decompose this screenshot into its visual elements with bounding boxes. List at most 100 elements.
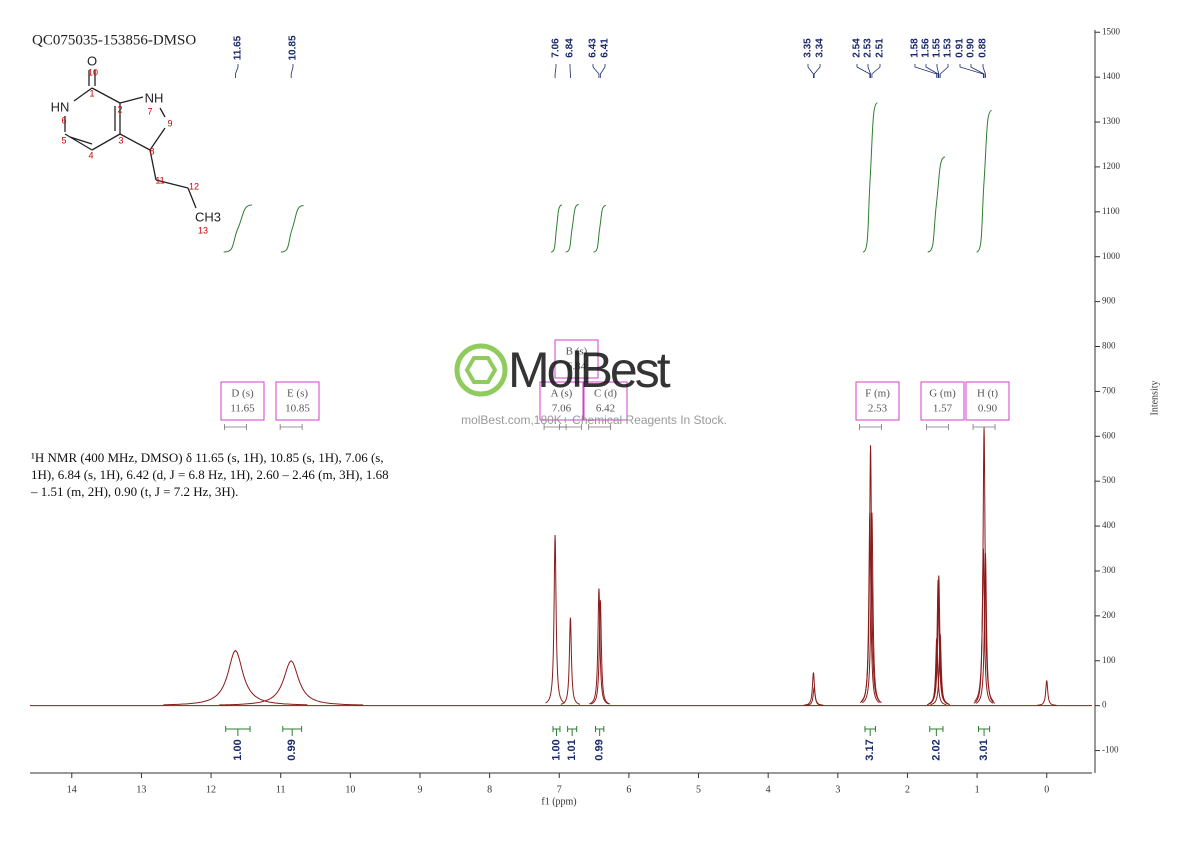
multiplet-shift: 6.84 (567, 361, 587, 373)
x-tick-label: 3 (835, 784, 840, 795)
integral-bracket (282, 726, 303, 736)
y-tick-label: 1100 (1102, 206, 1120, 216)
peak (163, 649, 308, 706)
y-axis-label: Intensity (1149, 381, 1160, 416)
peak-label: 1.55 (932, 38, 943, 58)
peak (975, 552, 996, 704)
y-tick-label: 1300 (1102, 116, 1121, 126)
peak-pointer (554, 64, 557, 78)
x-tick-label: 8 (487, 784, 492, 795)
atom-label: NH (145, 90, 164, 105)
peak-label: 6.41 (600, 38, 611, 58)
multiplet-shift: 10.85 (285, 403, 310, 415)
atom-label: CH3 (195, 209, 221, 224)
multiplet-range (224, 424, 247, 430)
multiplet-box (583, 381, 628, 421)
multiplet-shift: 0.90 (978, 403, 998, 415)
x-tick-label: 0 (1044, 784, 1049, 795)
peak-pointer (867, 64, 871, 78)
x-tick-label: 10 (345, 784, 355, 795)
y-tick-label: 600 (1102, 430, 1116, 440)
multiplet-name: F (m) (865, 388, 890, 400)
atom-label: 5 (61, 135, 66, 145)
integral-label: 1.01 (566, 739, 578, 760)
nmr-description: ¹H NMR (400 MHz, DMSO) δ 11.65 (s, 1H), … (31, 450, 389, 499)
y-tick-label: 100 (1102, 655, 1116, 665)
integral-label: 2.02 (930, 739, 942, 760)
peak-pointer (959, 64, 984, 78)
integral-label: 1.00 (550, 739, 562, 760)
multiplet-box (539, 381, 584, 421)
integral-curve (927, 156, 946, 253)
peak-pointer (936, 64, 940, 78)
multiplet-box (275, 381, 320, 421)
multiplet-box (220, 381, 265, 421)
x-tick-label: 6 (626, 784, 631, 795)
multiplet-range (926, 424, 949, 430)
x-tick-label: 14 (67, 784, 77, 795)
peak-label: 2.53 (863, 38, 874, 58)
multiplet-name: B (s) (566, 346, 588, 358)
integral-curve (976, 110, 992, 253)
multiplet-name: A (s) (551, 388, 573, 400)
y-tick-label: 1500 (1102, 26, 1121, 36)
multiplet-box (855, 381, 900, 421)
y-tick-label: 0 (1102, 700, 1107, 710)
multiplet-name: G (m) (929, 388, 956, 400)
integral-label: 0.99 (594, 739, 606, 760)
atom-label: 9 (167, 118, 172, 128)
multiplet-range (588, 424, 612, 430)
peak (219, 660, 364, 706)
atom-label: 4 (88, 150, 93, 160)
peak-label: 1.53 (943, 38, 954, 58)
watermark-logo-hex (464, 356, 498, 384)
multiplet-range (559, 424, 582, 430)
y-tick-label: 300 (1102, 565, 1116, 575)
peak-label: 1.58 (910, 38, 921, 58)
y-tick-label: 1000 (1102, 251, 1121, 261)
peak (1037, 680, 1057, 706)
integral-bracket (977, 726, 991, 736)
integral-curve (593, 204, 606, 253)
integral-bracket (929, 726, 944, 736)
peak-label: 3.35 (803, 38, 814, 58)
peak-label: 11.65 (233, 35, 244, 60)
watermark-tagline: molBest.com,180K+ Chemical Reagents In S… (461, 413, 727, 427)
integral-label: 3.17 (864, 739, 876, 760)
y-tick-label: 400 (1102, 520, 1116, 530)
x-tick-label: 11 (276, 784, 286, 795)
y-tick-label: 1200 (1102, 161, 1121, 171)
peak (589, 588, 609, 705)
x-tick-label: 12 (206, 784, 216, 795)
multiplet-name: C (d) (594, 388, 617, 400)
integral-bracket (552, 726, 561, 736)
y-tick-label: -100 (1102, 745, 1119, 755)
peak-pointer (813, 64, 821, 78)
integral-curve (565, 204, 579, 253)
integral-bracket (567, 726, 578, 736)
chart-title: QC075035-153856-DMSO (32, 32, 196, 48)
multiplet-shift: 2.53 (868, 403, 888, 415)
multiplet-range (972, 424, 996, 430)
y-tick-label: 900 (1102, 296, 1116, 306)
integral-label: 1.00 (232, 739, 244, 760)
peak (560, 617, 581, 705)
multiplet-box (554, 339, 599, 379)
y-tick-label: 200 (1102, 610, 1116, 620)
x-tick-label: 9 (417, 784, 422, 795)
peak (545, 535, 565, 704)
peak-label: 7.06 (551, 38, 562, 58)
peak-pointer (807, 64, 814, 78)
peak-pointer (925, 64, 939, 78)
x-tick-label: 4 (766, 784, 771, 795)
atom-label: 13 (198, 225, 208, 235)
atom-label: 1 (89, 88, 94, 98)
integral-bracket (594, 726, 605, 736)
peak-label: 2.51 (875, 38, 886, 58)
watermark: MolBest molBest.com,180K+ Chemical Reagen… (454, 342, 727, 427)
multiplet-name: D (s) (231, 388, 254, 400)
y-tick-label: 700 (1102, 385, 1116, 395)
atom-label: 2 (117, 104, 122, 114)
